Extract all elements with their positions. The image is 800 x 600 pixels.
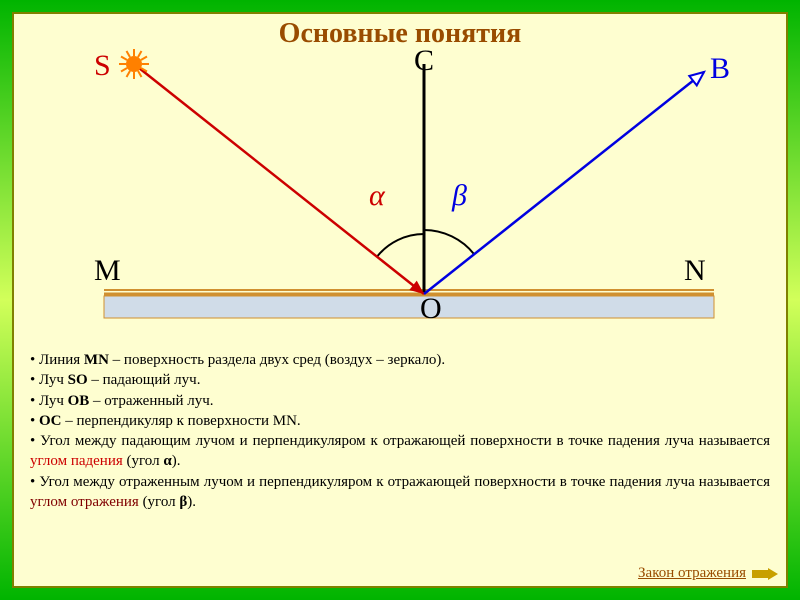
footer-arrow-icon[interactable] [752, 568, 778, 580]
t: углом отражения [30, 494, 139, 510]
t: α [163, 453, 171, 469]
t: Угол между падающим лучом и перпендикуля… [40, 433, 770, 449]
t: SO [68, 372, 88, 388]
text-line-3: Луч OB – отраженный луч. [30, 391, 770, 411]
slide-frame-outer: Основные понятия S C B M O N α β Линия М… [0, 0, 800, 600]
t: (угол [123, 453, 164, 469]
reflection-diagram: S C B M O N α β [54, 34, 750, 334]
t: МN [84, 352, 109, 368]
footer-link[interactable]: Закон отражения [638, 565, 746, 582]
text-line-4: OC – перпендикуляр к поверхности MN. [30, 411, 770, 431]
t: OC [39, 413, 62, 429]
text-line-6: Угол между отраженным лучом и перпендику… [30, 472, 770, 513]
label-alpha: α [369, 179, 385, 213]
label-N: N [684, 254, 706, 288]
text-line-2: Луч SO – падающий луч. [30, 370, 770, 390]
t: Линия [39, 352, 84, 368]
label-B: B [710, 52, 730, 86]
t: – падающий луч. [88, 372, 201, 388]
label-beta: β [452, 179, 467, 213]
slide-frame-inner: Основные понятия S C B M O N α β Линия М… [12, 12, 788, 588]
text-line-5: Угол между падающим лучом и перпендикуля… [30, 431, 770, 472]
t: Луч [39, 393, 68, 409]
label-C: C [414, 44, 434, 78]
t: Угол между отраженным лучом и перпендику… [39, 474, 770, 490]
t: углом падения [30, 453, 123, 469]
t: OB [68, 393, 90, 409]
label-M: M [94, 254, 121, 288]
text-line-1: Линия МN – поверхность раздела двух сред… [30, 350, 770, 370]
label-S: S [94, 49, 111, 83]
t: – поверхность раздела двух сред (воздух … [109, 352, 445, 368]
t: Луч [39, 372, 68, 388]
t: ). [172, 453, 181, 469]
label-O: O [420, 292, 442, 326]
t: (угол [139, 494, 180, 510]
t: – отраженный луч. [89, 393, 213, 409]
definition-text: Линия МN – поверхность раздела двух сред… [30, 350, 770, 512]
t: ). [187, 494, 196, 510]
t: – перпендикуляр к поверхности MN. [62, 413, 301, 429]
diagram-svg [54, 34, 750, 334]
